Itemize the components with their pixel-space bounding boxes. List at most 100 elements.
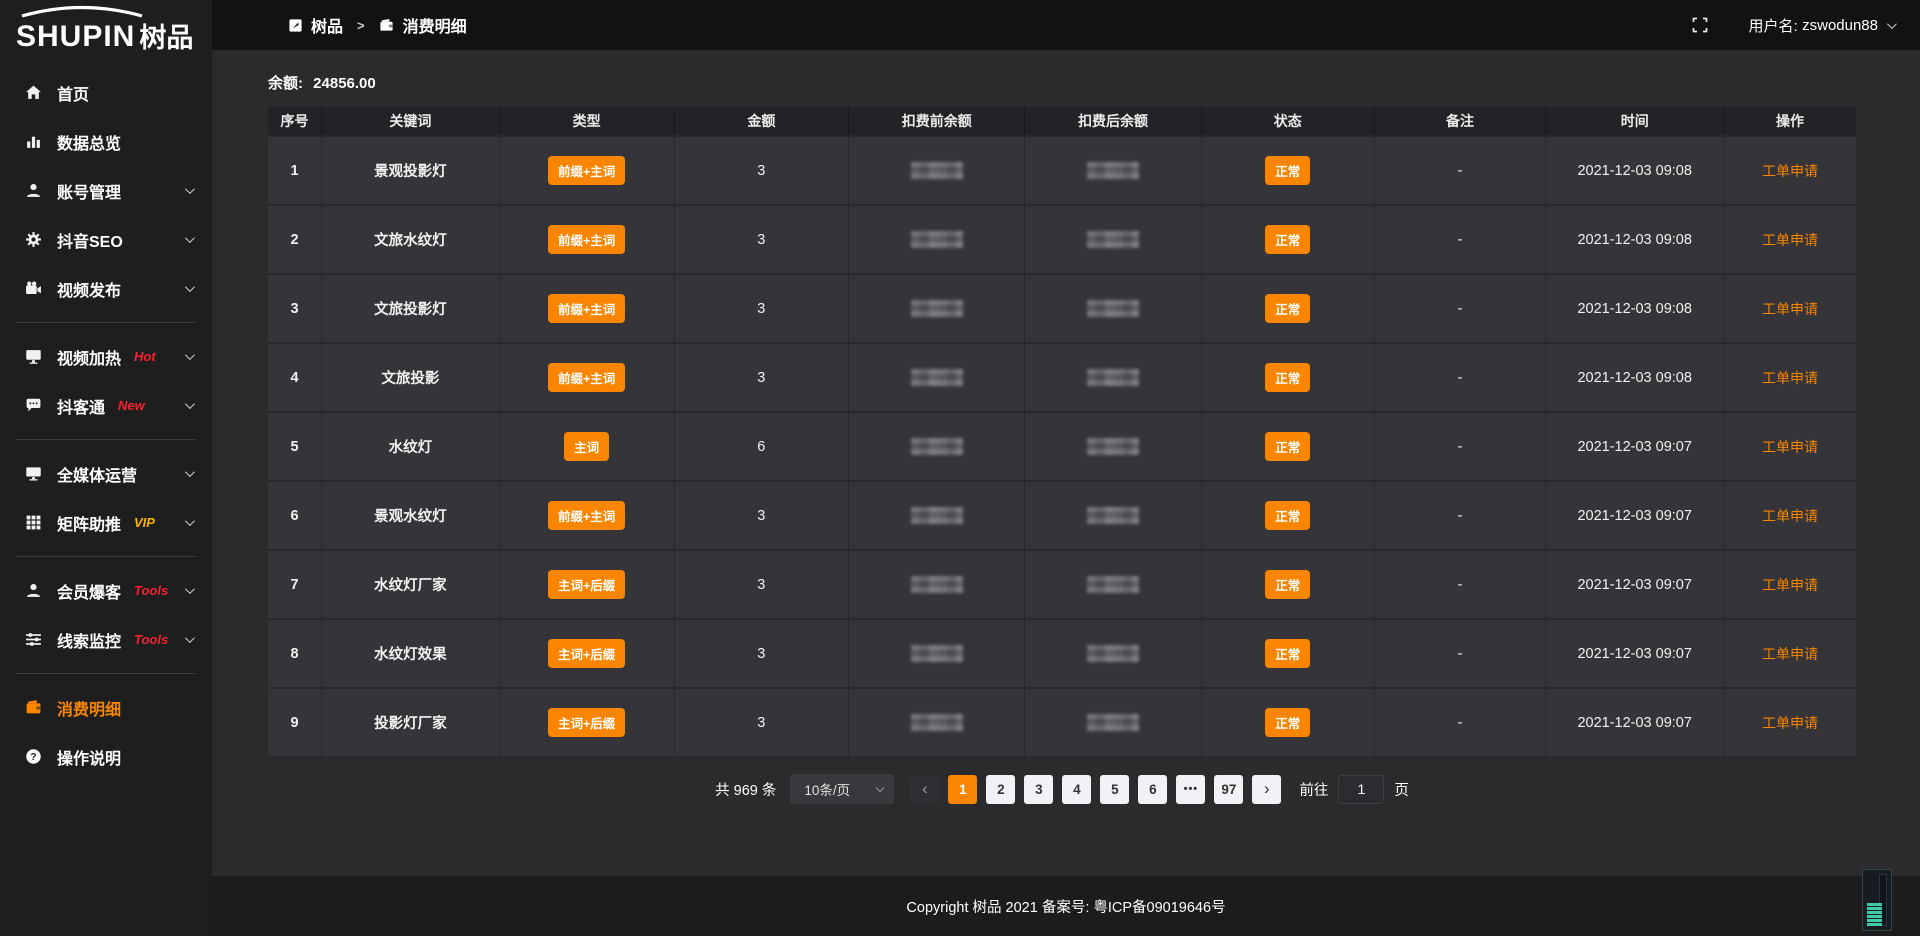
sidebar-item-tag: Hot (134, 349, 156, 364)
time-cell: 2021-12-03 09:07 (1577, 645, 1692, 662)
ticket-request-link[interactable]: 工单申请 (1762, 507, 1819, 524)
table-cell (849, 620, 1026, 687)
ticket-request-link[interactable]: 工单申请 (1762, 162, 1819, 179)
table-cell: 正常 (1202, 551, 1375, 618)
balance-before-blur (910, 576, 963, 593)
balance-label: 余额: (268, 75, 303, 92)
sidebar-item-线索监控[interactable]: 线索监控 Tools (0, 615, 212, 664)
page-button-4[interactable]: 4 (1062, 774, 1092, 804)
logo-arc-icon (21, 5, 143, 18)
ticket-request-link[interactable]: 工单申请 (1762, 714, 1819, 731)
sidebar-item-首页[interactable]: 首页 (0, 68, 212, 117)
table-cell: 工单申请 (1724, 344, 1856, 411)
sidebar-divider (16, 673, 196, 674)
table-cell: 3 (675, 344, 850, 411)
chat-icon (24, 397, 42, 415)
table-cell: 3 (675, 275, 850, 342)
sidebar-item-账号管理[interactable]: 账号管理 (0, 166, 212, 215)
sidebar-menu: 首页 数据总览 账号管理 抖音SEO 视频发布视频加热 Hot 抖客通 New 全媒体运营 矩阵助… (0, 58, 212, 936)
row-index: 5 (290, 438, 299, 455)
column-header-金额: 金额 (675, 107, 850, 135)
column-header-状态: 状态 (1202, 107, 1375, 135)
table-cell: 前缀+主词 (500, 482, 675, 549)
ticket-request-link[interactable]: 工单申请 (1762, 231, 1819, 248)
sidebar-item-视频发布[interactable]: 视频发布 (0, 264, 212, 313)
time-cell: 2021-12-03 09:08 (1577, 231, 1692, 248)
table-cell: 2021-12-03 09:07 (1546, 620, 1725, 687)
table-cell: 5 (268, 413, 322, 480)
ticket-request-link[interactable]: 工单申请 (1762, 438, 1819, 455)
sidebar-item-操作说明[interactable]: ? 操作说明 (0, 732, 212, 781)
keyword-cell: 水纹灯 (388, 440, 433, 456)
table-cell: 2021-12-03 09:07 (1546, 413, 1725, 480)
page-button-1[interactable]: 1 (948, 774, 978, 804)
table-cell: 主词+后缀 (500, 551, 675, 618)
balance-after-blur (1087, 714, 1140, 731)
grid-icon (24, 514, 42, 532)
page-button-5[interactable]: 5 (1100, 774, 1130, 804)
remark-cell: - (1457, 576, 1463, 593)
sidebar-item-消费明细[interactable]: 消费明细 (0, 683, 212, 732)
table-cell: 水纹灯厂家 (322, 551, 500, 618)
page-button-2[interactable]: 2 (986, 774, 1016, 804)
balance-before-blur (910, 438, 963, 455)
pagination-total: 共 969 条 (715, 782, 777, 799)
sidebar-item-视频加热[interactable]: 视频加热 Hot (0, 332, 212, 381)
table-cell (1025, 689, 1202, 756)
table-cell: 文旅水纹灯 (322, 206, 500, 273)
table-cell: - (1375, 551, 1547, 618)
table-cell: - (1375, 482, 1547, 549)
sidebar-item-会员爆客[interactable]: 会员爆客 Tools (0, 566, 212, 615)
table-cell: 9 (268, 689, 322, 756)
prev-page-button[interactable]: ‹ (910, 774, 940, 804)
sidebar-item-数据总览[interactable]: 数据总览 (0, 117, 212, 166)
sidebar-item-label: 视频加热 (57, 350, 122, 368)
table-cell: 工单申请 (1724, 551, 1856, 618)
balance-before-blur (910, 369, 963, 386)
sidebar-item-矩阵助推[interactable]: 矩阵助推 VIP (0, 498, 212, 547)
table-cell: 前缀+主词 (500, 344, 675, 411)
page-button-6[interactable]: 6 (1138, 774, 1168, 804)
table-row: 3 文旅投影灯 前缀+主词 3 正常 - 2021-12-03 09:08 工单申请 (268, 275, 1856, 344)
table-cell (1025, 620, 1202, 687)
remark-cell: - (1457, 231, 1463, 248)
table-cell: 6 (675, 413, 850, 480)
stats-widget-column (1879, 874, 1887, 926)
remark-cell: - (1457, 162, 1463, 179)
table-cell: 2021-12-03 09:08 (1546, 206, 1725, 273)
amount-cell: 3 (757, 714, 766, 731)
breadcrumb-item[interactable]: 消费明细 (402, 19, 467, 36)
ticket-request-link[interactable]: 工单申请 (1762, 300, 1819, 317)
balance-after-blur (1087, 369, 1140, 386)
page-button-97[interactable]: 97 (1214, 774, 1244, 804)
table-row: 9 投影灯厂家 主词+后缀 3 正常 - 2021-12-03 09:07 工单申请 (268, 689, 1856, 758)
user-menu[interactable]: 用户名: zswodun88 (1748, 15, 1897, 36)
page-size-select[interactable]: 10条/页 (790, 774, 895, 804)
time-cell: 2021-12-03 09:07 (1577, 507, 1692, 524)
table-header-row: 序号 关键词 类型 金额 扣费前余额 扣费后余额 状态 备注 时间 操作 (268, 107, 1856, 137)
bar-chart-icon (24, 133, 42, 151)
goto-page-input[interactable] (1338, 774, 1385, 804)
sidebar-item-全媒体运营[interactable]: 全媒体运营 (0, 449, 212, 498)
table-row: 2 文旅水纹灯 前缀+主词 3 正常 - 2021-12-03 09:08 工单申请 (268, 206, 1856, 275)
sidebar-item-抖客通[interactable]: 抖客通 New (0, 381, 212, 430)
ticket-request-link[interactable]: 工单申请 (1762, 576, 1819, 593)
ticket-request-link[interactable]: 工单申请 (1762, 369, 1819, 386)
wallet-icon (379, 17, 395, 33)
fullscreen-icon[interactable] (1691, 16, 1709, 34)
more-pages-button[interactable]: ••• (1176, 774, 1206, 804)
ticket-request-link[interactable]: 工单申请 (1762, 645, 1819, 662)
next-page-button[interactable]: › (1252, 774, 1282, 804)
row-index: 4 (290, 369, 299, 386)
page-button-3[interactable]: 3 (1024, 774, 1054, 804)
table-cell: - (1375, 206, 1547, 273)
monitor-icon (24, 465, 42, 483)
sidebar-item-抖音SEO[interactable]: 抖音SEO (0, 215, 212, 264)
table-cell: 正常 (1202, 482, 1375, 549)
balance-before-blur (910, 645, 963, 662)
table-cell (849, 275, 1026, 342)
breadcrumb-item[interactable]: 树品 (311, 19, 344, 36)
row-index: 7 (290, 576, 299, 593)
table-cell: 2021-12-03 09:08 (1546, 275, 1725, 342)
